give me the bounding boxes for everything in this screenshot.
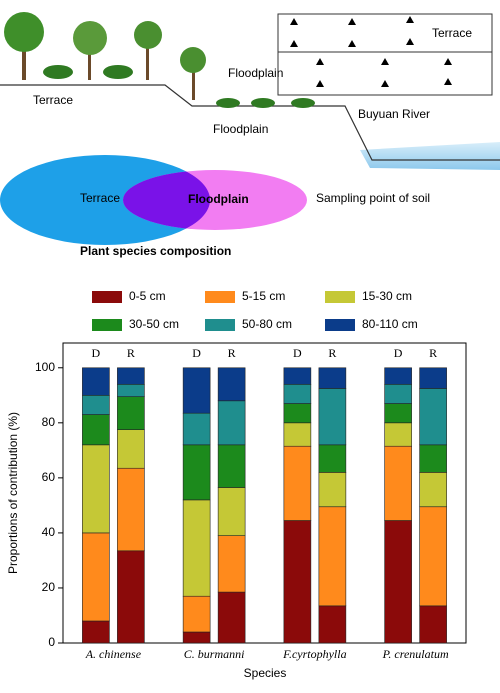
bar-label: R (328, 346, 336, 360)
legend-label: 50-80 cm (242, 317, 292, 331)
box-floodplain: Floodplain (228, 66, 283, 80)
bar-segment (384, 445, 412, 521)
venn: Terrace Floodplain Plant species composi… (0, 155, 430, 258)
bar-segment (182, 499, 211, 597)
bar-segment (419, 388, 447, 446)
bar-segment (82, 620, 110, 644)
bar-segment (117, 467, 145, 552)
bar-segment (283, 422, 312, 447)
bar-segment (82, 394, 110, 415)
bar-segment (318, 506, 347, 607)
bar-segment (318, 388, 347, 446)
bar-segment (217, 535, 246, 593)
y-tick-label: 100 (35, 360, 55, 374)
bar-segment (318, 367, 347, 389)
x-tick-label: A. chinense (85, 647, 142, 661)
legend-swatch (205, 319, 235, 331)
bar-segment (419, 444, 447, 473)
bar-segment (318, 605, 347, 644)
bar-segment (117, 550, 145, 644)
bar-segment (117, 429, 145, 469)
bar-segment (283, 445, 312, 521)
bar-segment (318, 472, 347, 508)
bar-label: R (127, 346, 135, 360)
bar-segment (182, 595, 211, 633)
bar-segment (384, 422, 412, 447)
bar-segment (82, 444, 110, 534)
terrace-label: Terrace (33, 93, 73, 107)
venn-floodplain: Floodplain (188, 192, 249, 206)
legend-label: 80-110 cm (362, 317, 418, 331)
landscape: Terrace Floodplain Buyuan River Terrace … (0, 12, 500, 201)
x-tick-label: F.cyrtophylla (282, 647, 346, 661)
bar-segment (217, 400, 246, 446)
x-axis-label: Species (244, 666, 287, 680)
bar-segment (419, 506, 447, 607)
bar-segment (82, 532, 110, 622)
bar-segment (419, 472, 447, 508)
y-tick-label: 20 (42, 580, 56, 594)
floodplain-label: Floodplain (213, 122, 268, 136)
legend-swatch (92, 319, 122, 331)
river-label: Buyuan River (358, 107, 430, 121)
bar-segment (384, 520, 412, 644)
bar-segment (318, 444, 347, 473)
y-tick-label: 80 (42, 415, 56, 429)
bar-label: R (228, 346, 236, 360)
y-axis-label: Proportions of contribution (%) (6, 412, 20, 574)
bar-segment (182, 631, 211, 644)
y-tick-label: 60 (42, 470, 56, 484)
plot-frame (62, 342, 467, 644)
legend-swatch (92, 291, 122, 303)
sampling-legend: Sampling point of soil (316, 191, 430, 205)
box-terrace: Terrace (432, 26, 472, 40)
bar-segment (82, 367, 110, 396)
venn-terrace: Terrace (80, 191, 120, 205)
bar-label: D (394, 346, 403, 360)
y-tick-label: 40 (42, 525, 56, 539)
bar-segment (283, 367, 312, 385)
legend-swatch (205, 291, 235, 303)
bar-label: D (92, 346, 101, 360)
bar-segment (117, 383, 145, 397)
legend-label: 30-50 cm (129, 317, 179, 331)
bar-label: R (429, 346, 437, 360)
bar-segment (117, 396, 145, 430)
bar-segment (82, 414, 110, 446)
venn-caption: Plant species composition (80, 244, 231, 258)
bar-segment (182, 367, 211, 414)
bar-segment (182, 412, 211, 446)
bar-segment (283, 383, 312, 404)
bar-segment (283, 520, 312, 644)
bar-segment (182, 444, 211, 501)
bar-segment (117, 367, 145, 385)
bar-segment (419, 367, 447, 389)
sampling-box (277, 13, 493, 96)
x-tick-label: P. crenulatum (382, 647, 449, 661)
overlap (123, 170, 210, 230)
legend-swatch (325, 319, 355, 331)
y-tick-label: 0 (48, 635, 55, 649)
bar-segment (419, 605, 447, 644)
legend-swatch (325, 291, 355, 303)
legend-label: 5-15 cm (242, 289, 285, 303)
bar-segment (384, 367, 412, 385)
x-tick-label: C. burmanni (184, 647, 245, 661)
bar-segment (384, 403, 412, 424)
legend-label: 15-30 cm (362, 289, 412, 303)
bar-segment (283, 403, 312, 424)
trees (4, 12, 315, 108)
bar-segment (217, 487, 246, 536)
bar-segment (217, 444, 246, 488)
bar-segment (217, 367, 246, 402)
bar-label: D (293, 346, 302, 360)
bar-segment (217, 591, 246, 644)
bar-label: D (192, 346, 201, 360)
legend-label: 0-5 cm (129, 289, 166, 303)
bar-segment (384, 383, 412, 404)
river (360, 142, 500, 170)
